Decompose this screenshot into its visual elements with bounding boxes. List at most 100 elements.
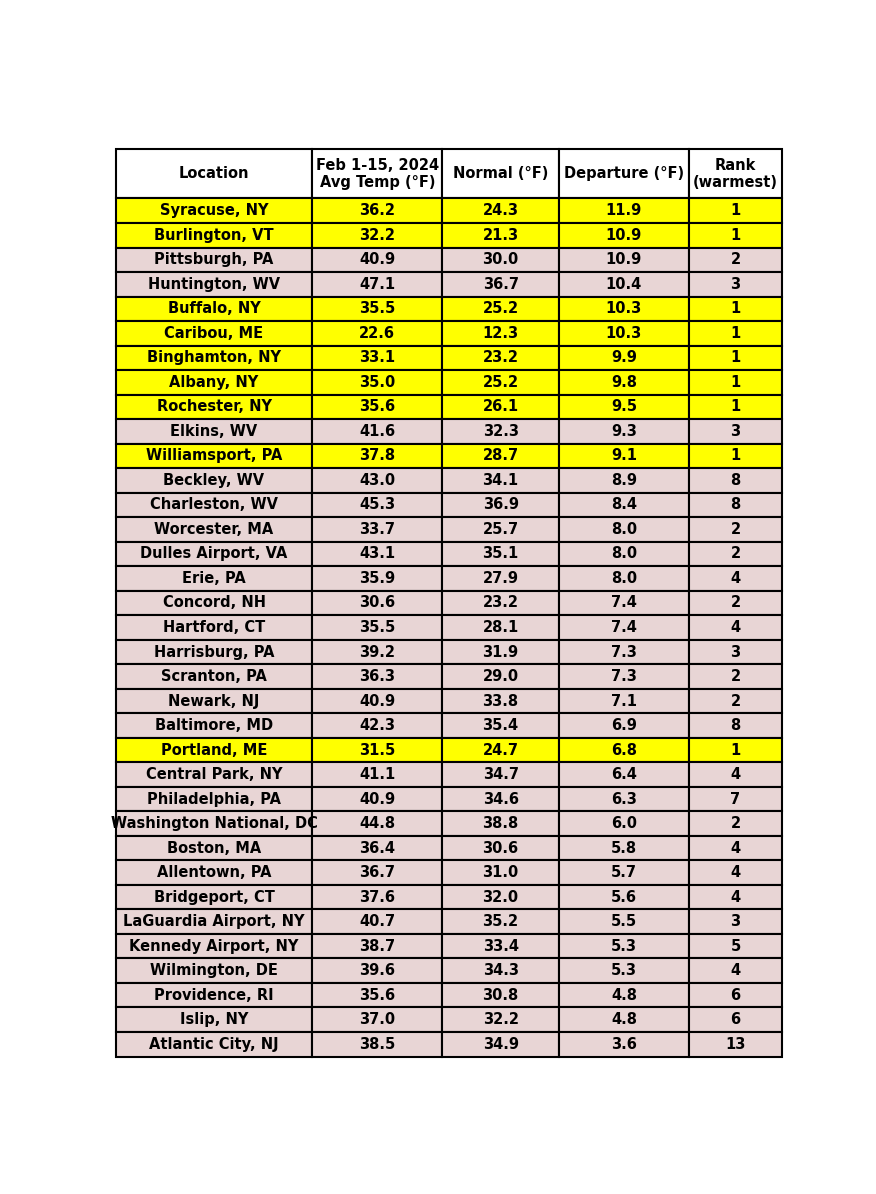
Bar <box>559 566 689 591</box>
Text: 32.3: 32.3 <box>483 424 519 439</box>
Bar <box>116 223 313 247</box>
Text: Caribou, ME: Caribou, ME <box>165 326 264 340</box>
Text: 4: 4 <box>731 890 740 905</box>
Text: 3: 3 <box>731 424 740 439</box>
Bar <box>313 738 442 762</box>
Text: Beckley, WV: Beckley, WV <box>164 473 265 488</box>
Bar <box>442 738 559 762</box>
Bar <box>559 370 689 394</box>
Text: Scranton, PA: Scranton, PA <box>161 669 267 684</box>
Text: 4: 4 <box>731 841 740 856</box>
Text: 45.3: 45.3 <box>359 498 395 512</box>
Bar <box>442 762 559 787</box>
Bar <box>313 713 442 738</box>
Text: Location: Location <box>179 166 250 181</box>
Bar <box>116 517 313 542</box>
Bar <box>689 296 782 321</box>
Bar <box>559 762 689 787</box>
Bar <box>442 640 559 664</box>
Text: 4: 4 <box>731 571 740 586</box>
Bar <box>116 1008 313 1032</box>
Text: 8: 8 <box>731 718 741 733</box>
Text: Baltimore, MD: Baltimore, MD <box>155 718 273 733</box>
Bar <box>559 640 689 664</box>
Text: 28.1: 28.1 <box>483 620 519 635</box>
Text: 4.8: 4.8 <box>611 987 637 1003</box>
Bar <box>313 959 442 983</box>
Text: 5.6: 5.6 <box>611 890 637 905</box>
Text: 43.0: 43.0 <box>359 473 395 488</box>
Text: 10.3: 10.3 <box>606 326 642 340</box>
Text: 25.7: 25.7 <box>483 522 519 537</box>
Bar <box>116 345 313 370</box>
Bar <box>559 272 689 296</box>
Bar <box>442 664 559 689</box>
Text: 6.9: 6.9 <box>611 718 637 733</box>
Bar <box>116 836 313 861</box>
Text: Elkins, WV: Elkins, WV <box>171 424 258 439</box>
Text: 30.6: 30.6 <box>483 841 519 856</box>
Bar <box>442 1032 559 1057</box>
Text: 3: 3 <box>731 277 740 291</box>
Text: 37.0: 37.0 <box>359 1013 395 1027</box>
Bar <box>442 394 559 419</box>
Text: 5.3: 5.3 <box>611 964 637 978</box>
Bar <box>559 542 689 566</box>
Bar <box>689 664 782 689</box>
Text: 6: 6 <box>731 987 740 1003</box>
Text: 4: 4 <box>731 866 740 880</box>
Bar <box>313 272 442 296</box>
Text: 1: 1 <box>731 301 741 316</box>
Bar <box>559 1008 689 1032</box>
Text: LaGuardia Airport, NY: LaGuardia Airport, NY <box>124 915 305 929</box>
Bar <box>559 517 689 542</box>
Bar <box>442 812 559 836</box>
Bar <box>559 468 689 493</box>
Bar <box>442 836 559 861</box>
Text: Atlantic City, NJ: Atlantic City, NJ <box>149 1036 279 1052</box>
Text: 28.7: 28.7 <box>483 449 519 463</box>
Bar <box>116 812 313 836</box>
Bar <box>116 910 313 934</box>
Bar <box>689 983 782 1008</box>
Text: 2: 2 <box>731 547 740 561</box>
Text: 35.5: 35.5 <box>359 301 395 316</box>
Bar <box>559 910 689 934</box>
Text: Burlington, VT: Burlington, VT <box>154 228 274 242</box>
Bar <box>116 885 313 910</box>
Text: 5.3: 5.3 <box>611 938 637 954</box>
Bar <box>313 542 442 566</box>
Text: Albany, NY: Albany, NY <box>169 375 258 389</box>
Bar <box>116 934 313 959</box>
Bar <box>442 272 559 296</box>
Bar <box>116 566 313 591</box>
Text: 31.5: 31.5 <box>359 743 395 757</box>
Bar <box>442 713 559 738</box>
Bar <box>116 664 313 689</box>
Bar <box>442 321 559 345</box>
Text: 29.0: 29.0 <box>483 669 519 684</box>
Bar <box>442 615 559 640</box>
Text: Hartford, CT: Hartford, CT <box>163 620 265 635</box>
Text: 1: 1 <box>731 350 741 365</box>
Bar <box>559 149 689 198</box>
Bar <box>442 885 559 910</box>
Text: Worcester, MA: Worcester, MA <box>154 522 273 537</box>
Bar <box>313 493 442 517</box>
Text: 34.6: 34.6 <box>483 792 519 807</box>
Text: 7.4: 7.4 <box>611 596 637 610</box>
Bar <box>689 1032 782 1057</box>
Text: 40.9: 40.9 <box>359 792 395 807</box>
Text: 6.4: 6.4 <box>611 767 637 782</box>
Text: 39.6: 39.6 <box>359 964 395 978</box>
Text: Normal (°F): Normal (°F) <box>453 166 548 181</box>
Bar <box>689 910 782 934</box>
Bar <box>442 468 559 493</box>
Text: 9.8: 9.8 <box>611 375 637 389</box>
Text: Philadelphia, PA: Philadelphia, PA <box>147 792 281 807</box>
Bar <box>689 493 782 517</box>
Bar <box>116 640 313 664</box>
Text: 6.3: 6.3 <box>611 792 637 807</box>
Bar <box>559 345 689 370</box>
Text: 2: 2 <box>731 669 740 684</box>
